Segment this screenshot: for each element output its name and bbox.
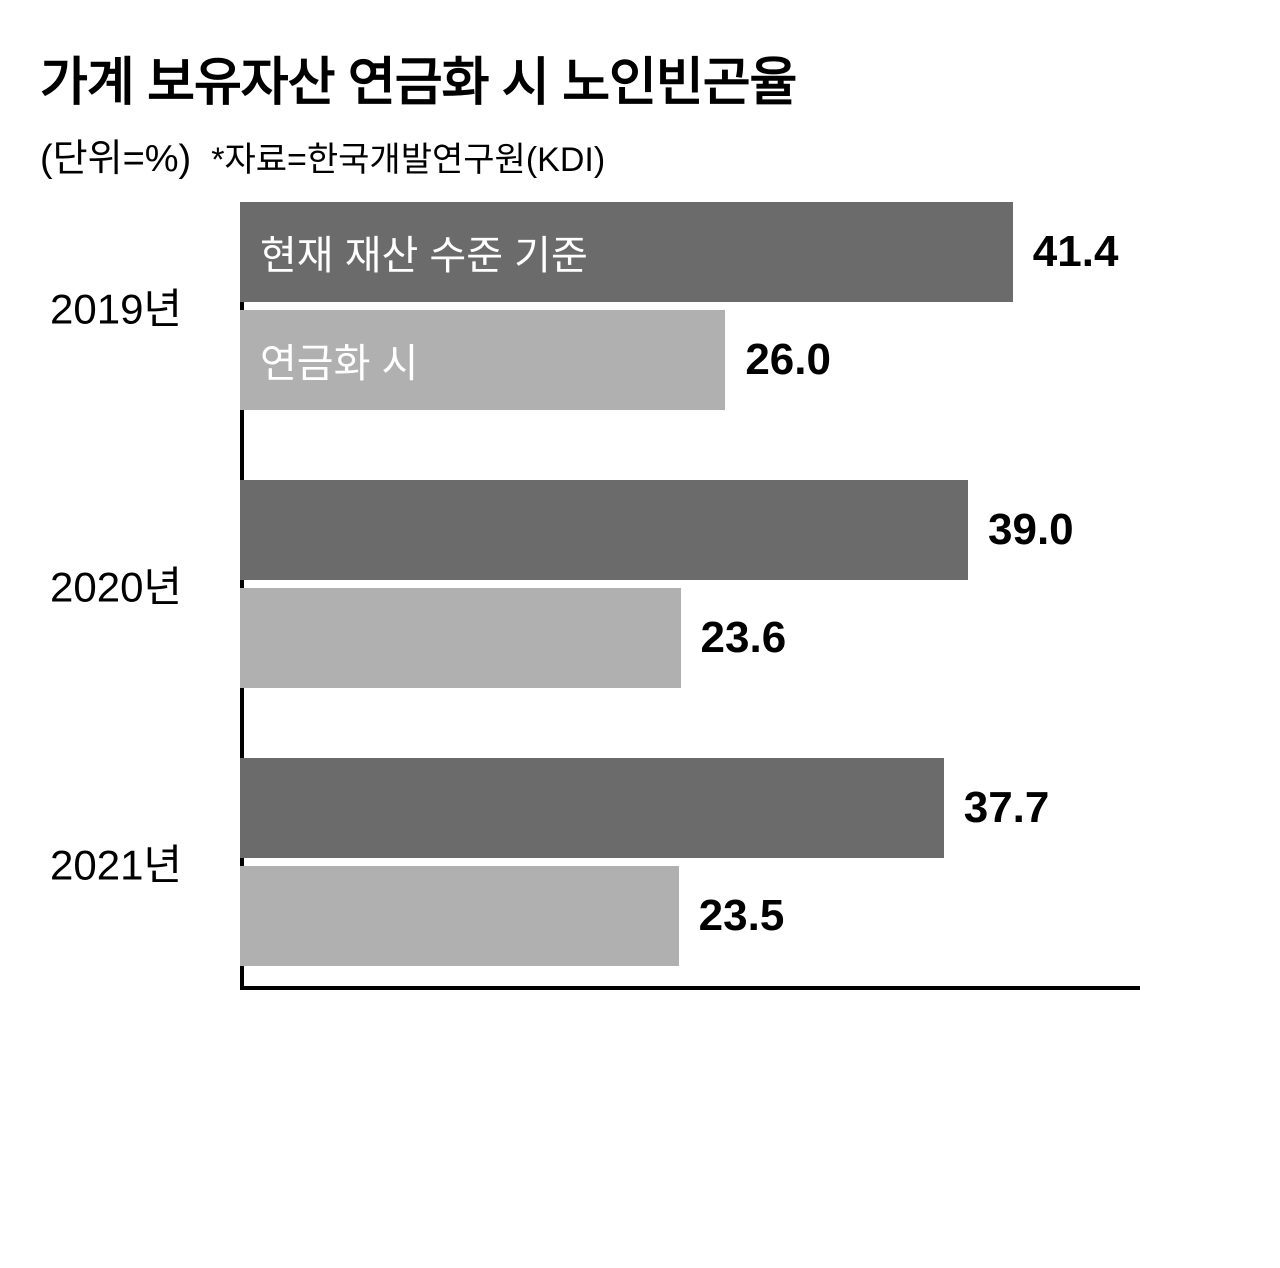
chart-container: 가계 보유자산 연금화 시 노인빈곤율 (단위=%) *자료=한국개발연구원(K… xyxy=(40,40,1240,990)
year-label: 2021년 xyxy=(40,832,230,893)
chart-subtitle-row: (단위=%) *자료=한국개발연구원(KDI) xyxy=(40,127,1240,182)
bar-row: 현재 재산 수준 기준 41.4 xyxy=(240,202,1240,302)
bar-current xyxy=(240,480,968,580)
series-label: 현재 재산 수준 기준 xyxy=(260,223,588,281)
bar-value: 41.4 xyxy=(1033,227,1119,277)
year-group: 2021년37.723.5 xyxy=(240,758,1240,966)
bar-row: 37.7 xyxy=(240,758,1240,858)
bar-value: 23.5 xyxy=(699,891,785,941)
bar-row: 연금화 시 26.0 xyxy=(240,310,1240,410)
unit-label: (단위=%) xyxy=(40,127,191,182)
bar-value: 39.0 xyxy=(988,505,1074,555)
bar-current xyxy=(240,758,944,858)
year-group: 2020년39.023.6 xyxy=(240,480,1240,688)
bar-value: 23.6 xyxy=(701,613,787,663)
source-label: *자료=한국개발연구원(KDI) xyxy=(211,132,605,181)
year-group: 2019년현재 재산 수준 기준41.4연금화 시26.0 xyxy=(240,202,1240,410)
bar-current: 현재 재산 수준 기준 xyxy=(240,202,1013,302)
bar-value: 26.0 xyxy=(745,335,831,385)
bar-row: 23.6 xyxy=(240,588,1240,688)
bar-row: 39.0 xyxy=(240,480,1240,580)
chart-area: 2019년 현재 재산 수준 기준 41.4 연금화 시 26.0 2020년 39.0 23… xyxy=(40,202,1240,990)
series-label: 연금화 시 xyxy=(260,331,418,389)
year-label: 2020년 xyxy=(40,554,230,615)
bar-annuitized xyxy=(240,588,681,688)
bar-value: 37.7 xyxy=(964,783,1050,833)
bar-annuitized: 연금화 시 xyxy=(240,310,725,410)
bar-row: 23.5 xyxy=(240,866,1240,966)
x-axis-baseline xyxy=(240,986,1140,990)
bar-annuitized xyxy=(240,866,679,966)
year-label: 2019년 xyxy=(40,276,230,337)
chart-title: 가계 보유자산 연금화 시 노인빈곤율 xyxy=(40,40,1240,115)
